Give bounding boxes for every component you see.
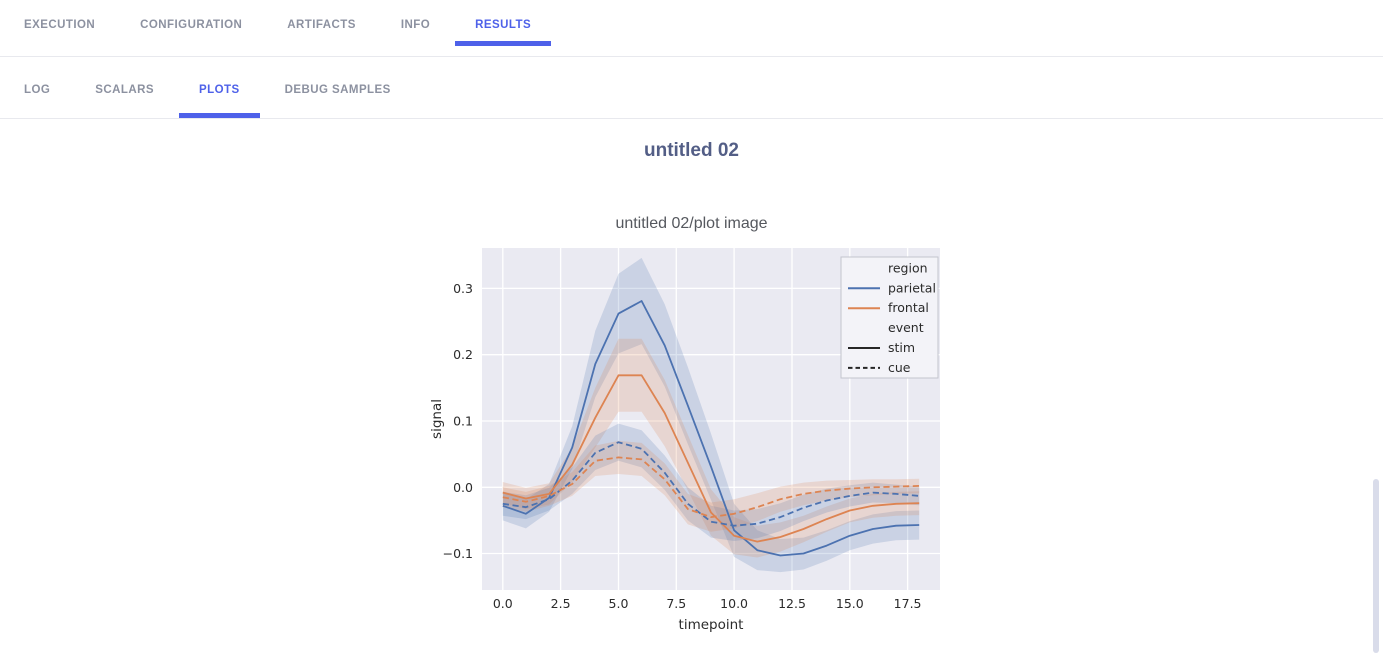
tab-artifacts[interactable]: ARTIFACTS [267, 0, 376, 49]
subtab-label: LOG [24, 83, 51, 96]
plot-panel: untitled 02/plot image 0.0 2.5 5.0 7.5 10.0 1… [426, 212, 957, 642]
plot-image[interactable]: 0.0 2.5 5.0 7.5 10.0 12.5 15.0 17.5 −0.1 0.0 0.1 0.… [426, 240, 957, 642]
legend-label-cue: cue [888, 360, 911, 375]
legend-label-parietal: parietal [888, 280, 936, 295]
subtab-label: PLOTS [199, 83, 240, 96]
x-tick-label: 12.5 [778, 596, 806, 611]
x-tick-label: 7.5 [666, 596, 686, 611]
ci-band-frontal-cue [502, 440, 919, 532]
subtab-log[interactable]: LOG [4, 61, 70, 118]
subtab-label: SCALARS [95, 83, 155, 96]
tab-results[interactable]: RESULTS [455, 0, 552, 49]
x-tick-label: 15.0 [835, 596, 863, 611]
legend-label-region: region [888, 260, 928, 275]
x-axis-label: timepoint [678, 617, 743, 633]
ci-band-parietal-cue [502, 423, 919, 541]
x-tick-label: 2.5 [550, 596, 570, 611]
primary-tab-bar: EXECUTION CONFIGURATION ARTIFACTS INFO R… [0, 0, 1383, 57]
y-tick-label: 0.2 [453, 347, 473, 362]
tab-execution[interactable]: EXECUTION [4, 0, 115, 49]
subtab-scalars[interactable]: SCALARS [75, 61, 174, 118]
line-parietal-stim [502, 300, 919, 557]
tab-label: RESULTS [475, 18, 532, 31]
ci-band-frontal-stim [502, 338, 919, 558]
x-tick-label: 0.0 [492, 596, 512, 611]
legend-label-stim: stim [888, 340, 915, 355]
tab-configuration[interactable]: CONFIGURATION [120, 0, 262, 49]
plot-title: untitled 02/plot image [615, 215, 768, 232]
tab-label: EXECUTION [24, 18, 96, 31]
y-axis-label: signal [429, 399, 445, 439]
y-tick-label: −0.1 [442, 546, 472, 561]
scrollbar-thumb[interactable] [1373, 479, 1379, 653]
x-tick-label: 10.0 [720, 596, 748, 611]
legend: region parietal frontal event stim cue [840, 256, 938, 379]
line-frontal-stim [502, 374, 919, 543]
x-tick-label: 5.0 [608, 596, 628, 611]
legend-box [840, 256, 938, 379]
plots-content: untitled 02 untitled 02/plot image 0.0 2.… [0, 140, 1383, 642]
subtab-label: DEBUG SAMPLES [284, 83, 391, 96]
subtab-debug-samples[interactable]: DEBUG SAMPLES [265, 61, 411, 118]
y-tick-label: 0.3 [453, 281, 473, 296]
tab-label: CONFIGURATION [140, 18, 243, 31]
plot-group-title: untitled 02 [643, 140, 739, 161]
subtab-plots[interactable]: PLOTS [179, 61, 260, 118]
tab-label: INFO [400, 18, 431, 31]
tab-label: ARTIFACTS [287, 18, 356, 31]
y-tick-label: 0.0 [453, 480, 473, 495]
y-tick-label: 0.1 [453, 414, 473, 429]
tab-info[interactable]: INFO [381, 0, 450, 49]
legend-label-frontal: frontal [888, 300, 929, 315]
line-frontal-cue [502, 456, 919, 519]
plot-image-svg: 0.0 2.5 5.0 7.5 10.0 12.5 15.0 17.5 −0.1 0.0 0.1 0.… [429, 248, 940, 633]
results-subtab-bar: LOG SCALARS PLOTS DEBUG SAMPLES [0, 57, 1383, 119]
legend-label-event: event [888, 320, 924, 335]
ci-band-parietal-stim [502, 257, 919, 573]
x-tick-label: 17.5 [893, 596, 921, 611]
